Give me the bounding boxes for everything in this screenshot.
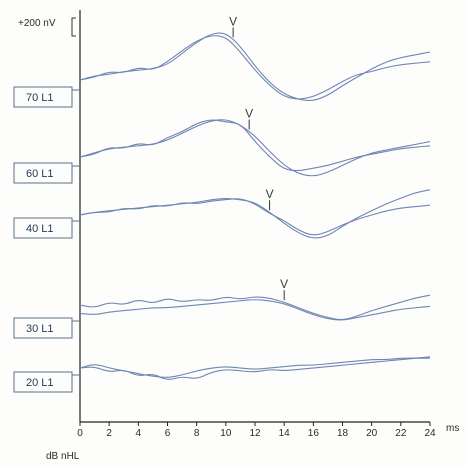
scale-bar-label: +200 nV xyxy=(18,18,56,29)
trace-label-box xyxy=(13,371,73,393)
trace-label-text: 60 L1 xyxy=(26,168,54,180)
trace-label-text: 40 L1 xyxy=(26,223,54,235)
x-tick-label: 24 xyxy=(424,428,436,439)
x-axis-ticks: 0 2 4 6 8 10 12 14 16 18 20 22 24 xyxy=(77,422,436,439)
x-tick-label: 20 xyxy=(366,428,378,439)
waveform-traces: V V V V xyxy=(79,14,431,380)
x-tick-label: 12 xyxy=(249,428,261,439)
waveform-line xyxy=(79,119,431,172)
x-tick-label: 6 xyxy=(165,428,171,439)
x-tick-label: 18 xyxy=(337,428,349,439)
trace-label-box xyxy=(13,86,73,108)
trace-label-box xyxy=(13,217,73,239)
waveform-trace: V xyxy=(79,277,431,321)
waveform-line xyxy=(79,356,431,378)
waveform-line xyxy=(79,357,430,380)
peak-v-label: V xyxy=(245,107,253,121)
level-axis-caption: dB nHL xyxy=(46,451,80,462)
trace-label-box xyxy=(13,317,73,339)
waveform-line xyxy=(79,35,431,100)
scale-bar-bracket xyxy=(71,17,76,37)
trace-label-text: 20 L1 xyxy=(26,377,54,389)
x-tick-label: 14 xyxy=(279,428,291,439)
x-tick-label: 16 xyxy=(308,428,320,439)
waveform-trace: V xyxy=(79,14,431,101)
x-tick-label: 8 xyxy=(194,428,200,439)
peak-v-label: V xyxy=(280,277,288,291)
trace-label-box xyxy=(13,162,73,184)
x-tick-label: 22 xyxy=(395,428,407,439)
trace-label-text: 30 L1 xyxy=(26,323,54,335)
waveform-line xyxy=(79,198,431,236)
peak-v-label: V xyxy=(229,14,237,28)
trace-labels: 70 L1 60 L1 40 L1 30 L1 20 L1 xyxy=(13,86,80,393)
waveform-trace xyxy=(79,356,431,380)
waveform-line xyxy=(79,32,431,101)
trace-label-text: 70 L1 xyxy=(26,92,54,104)
x-tick-label: 0 xyxy=(77,428,83,439)
x-tick-label: 2 xyxy=(106,428,112,439)
waveform-line xyxy=(79,299,431,321)
x-tick-label: 4 xyxy=(136,428,142,439)
x-axis-unit-label: ms xyxy=(446,423,459,434)
waveform-trace: V xyxy=(79,187,431,239)
waveform-line xyxy=(79,294,431,321)
peak-v-label: V xyxy=(266,187,274,201)
waveform-trace: V xyxy=(79,107,431,177)
x-tick-label: 10 xyxy=(220,428,232,439)
waveform-line xyxy=(79,119,431,177)
